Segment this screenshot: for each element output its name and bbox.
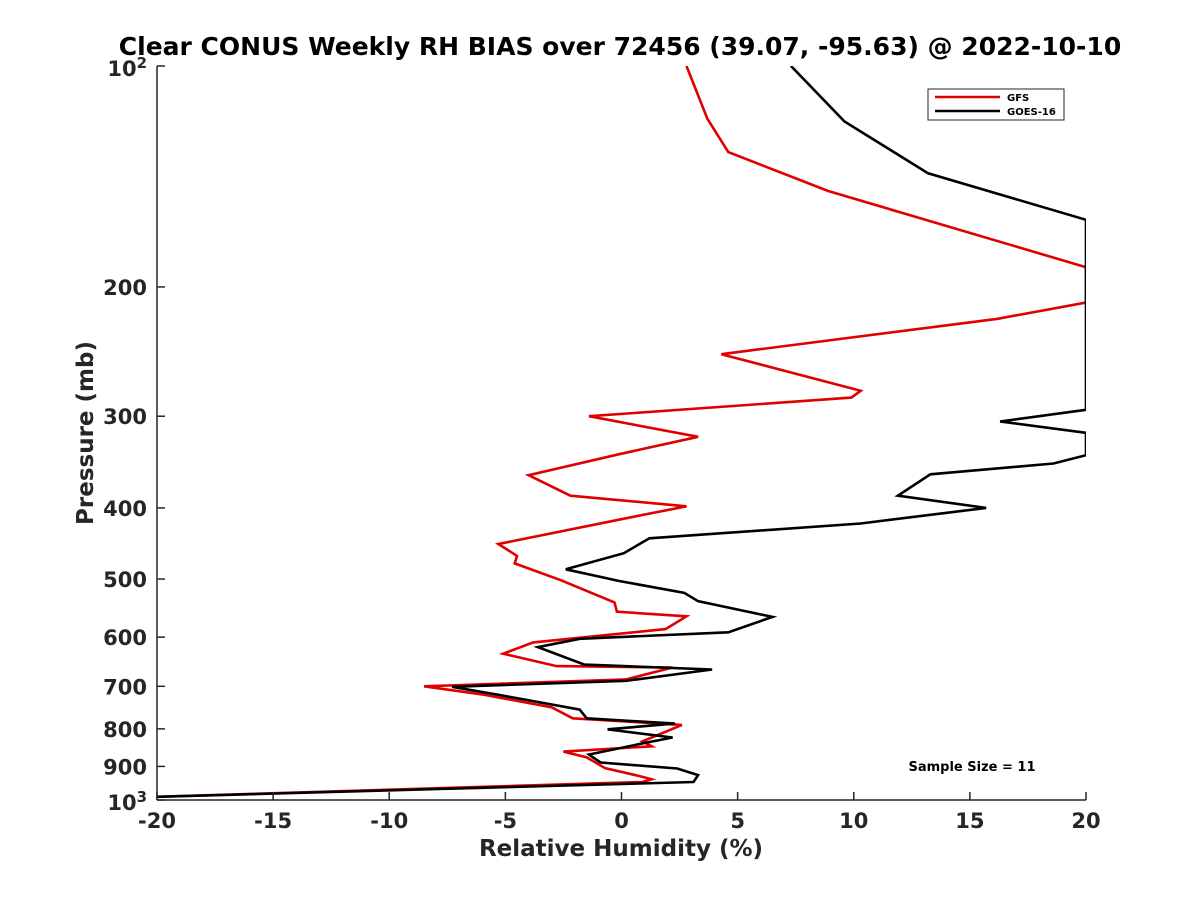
- series-layer: [157, 66, 1086, 799]
- y-tick-label: 200: [103, 276, 147, 300]
- y-tick-label: 700: [103, 675, 147, 699]
- y-axis-label: Pressure (mb): [73, 341, 99, 525]
- x-tick-labels: -20 -15 -10 -5 0 5 10 15 20: [138, 809, 1101, 833]
- y-tick-label: 800: [103, 718, 147, 742]
- sample-size-annotation: Sample Size = 11: [908, 760, 1035, 775]
- x-axis-label: Relative Humidity (%): [479, 836, 763, 862]
- x-tick-label: -10: [370, 809, 408, 833]
- x-tick-label: 20: [1071, 809, 1100, 833]
- x-tick-label: 0: [614, 809, 629, 833]
- series-line-goes16: [157, 66, 1086, 799]
- x-tick-label: 5: [730, 809, 745, 833]
- x-tick-label: 15: [955, 809, 984, 833]
- legend: GFS GOES-16: [927, 88, 1065, 121]
- x-tick-label: -15: [254, 809, 292, 833]
- x-tick-label: 10: [839, 809, 868, 833]
- legend-box: [927, 88, 1065, 121]
- chart-title: Clear CONUS Weekly RH BIAS over 72456 (3…: [119, 32, 1121, 61]
- legend-label-gfs: GFS: [1007, 93, 1029, 104]
- y-tick-label: 300: [103, 405, 147, 429]
- y-tick-label: 600: [103, 626, 147, 650]
- legend-label-goes16: GOES-16: [1007, 107, 1056, 118]
- series-line-gfs: [157, 66, 1086, 799]
- axes: [156, 65, 1087, 801]
- x-tick-label: -5: [494, 809, 517, 833]
- x-tick-label: -20: [138, 809, 176, 833]
- y-tick-label: 500: [103, 568, 147, 592]
- y-tick-label-top: 102: [107, 54, 147, 81]
- y-tick-label-bottom: 103: [107, 788, 147, 815]
- y-tick-label: 400: [103, 497, 147, 521]
- y-tick-labels: 102 200 300 400 500 600 700 800 900 103: [103, 54, 147, 815]
- y-tick-label: 900: [103, 755, 147, 779]
